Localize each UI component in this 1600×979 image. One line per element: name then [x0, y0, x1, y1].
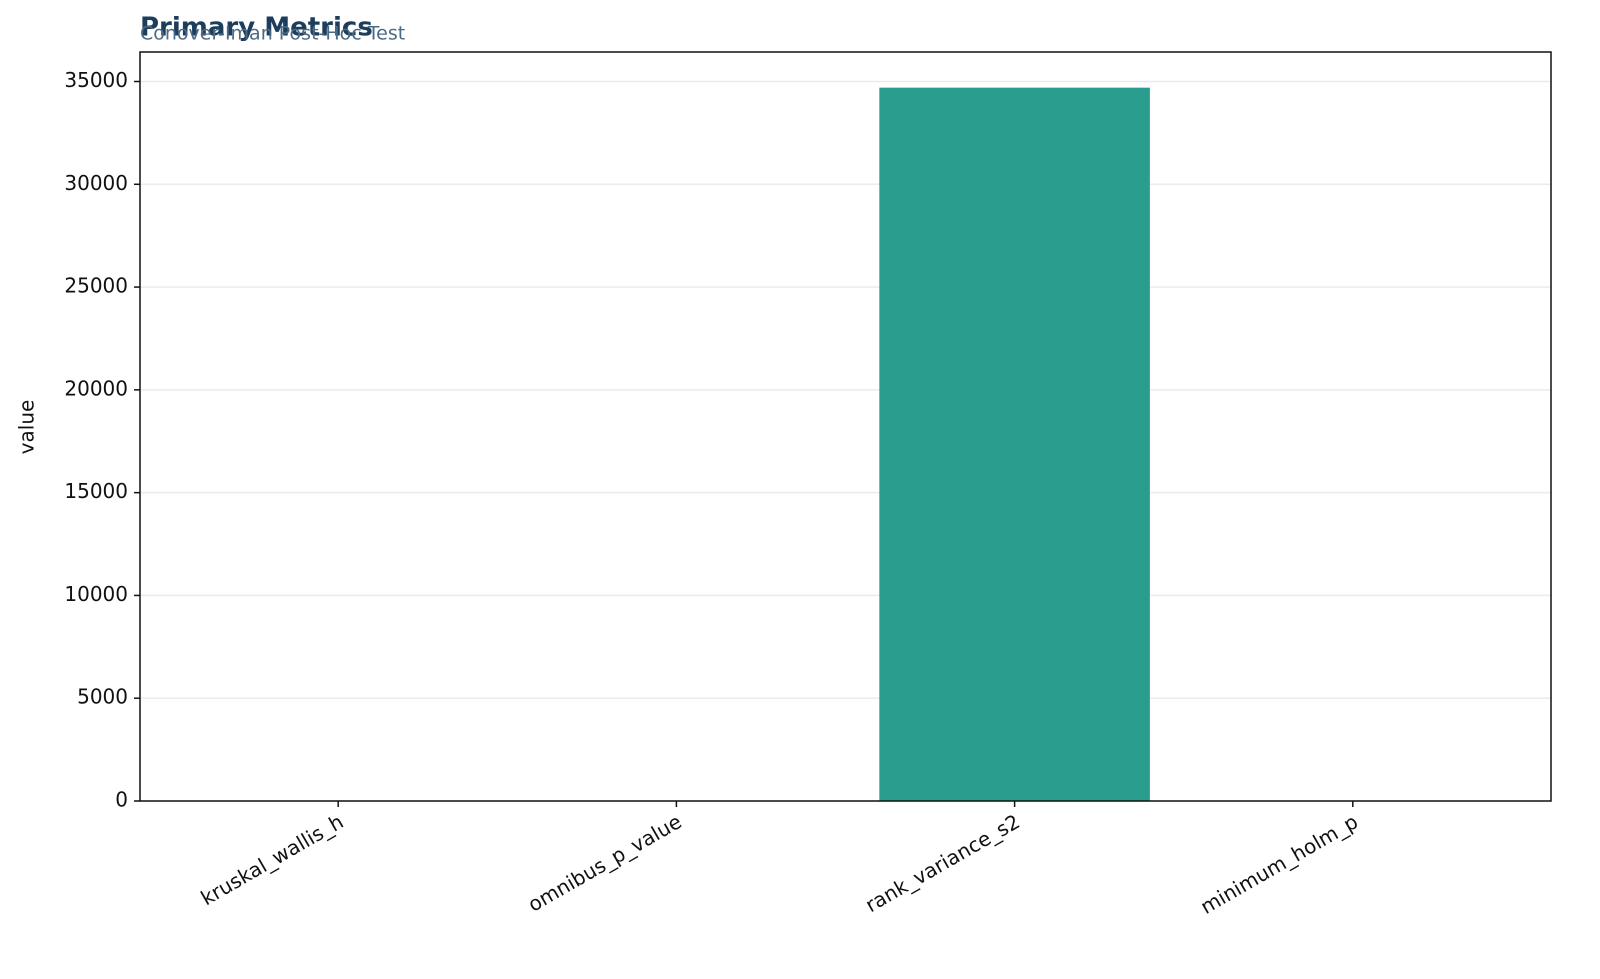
x-tick-label: minimum_holm_p	[1196, 809, 1362, 919]
y-tick-label: 10000	[64, 582, 128, 606]
x-tick-label: kruskal_wallis_h	[197, 809, 348, 910]
chart-subtitle: Conover-Iman Post-Hoc Test	[140, 23, 405, 45]
y-tick-label: 30000	[64, 171, 128, 195]
x-tick-label: omnibus_p_value	[524, 809, 686, 916]
y-axis-label: value	[15, 400, 39, 455]
y-tick-label: 25000	[64, 274, 128, 298]
plot-frame	[139, 51, 1552, 802]
x-tick-label: rank_variance_s2	[861, 809, 1024, 917]
y-tick-label: 35000	[64, 68, 128, 92]
y-tick-label: 0	[115, 788, 128, 812]
bar	[879, 87, 1150, 801]
y-tick-label: 20000	[64, 376, 128, 400]
y-tick-label: 5000	[77, 685, 128, 709]
y-tick-label: 15000	[64, 479, 128, 503]
chart-title: Primary Metrics	[140, 13, 373, 43]
